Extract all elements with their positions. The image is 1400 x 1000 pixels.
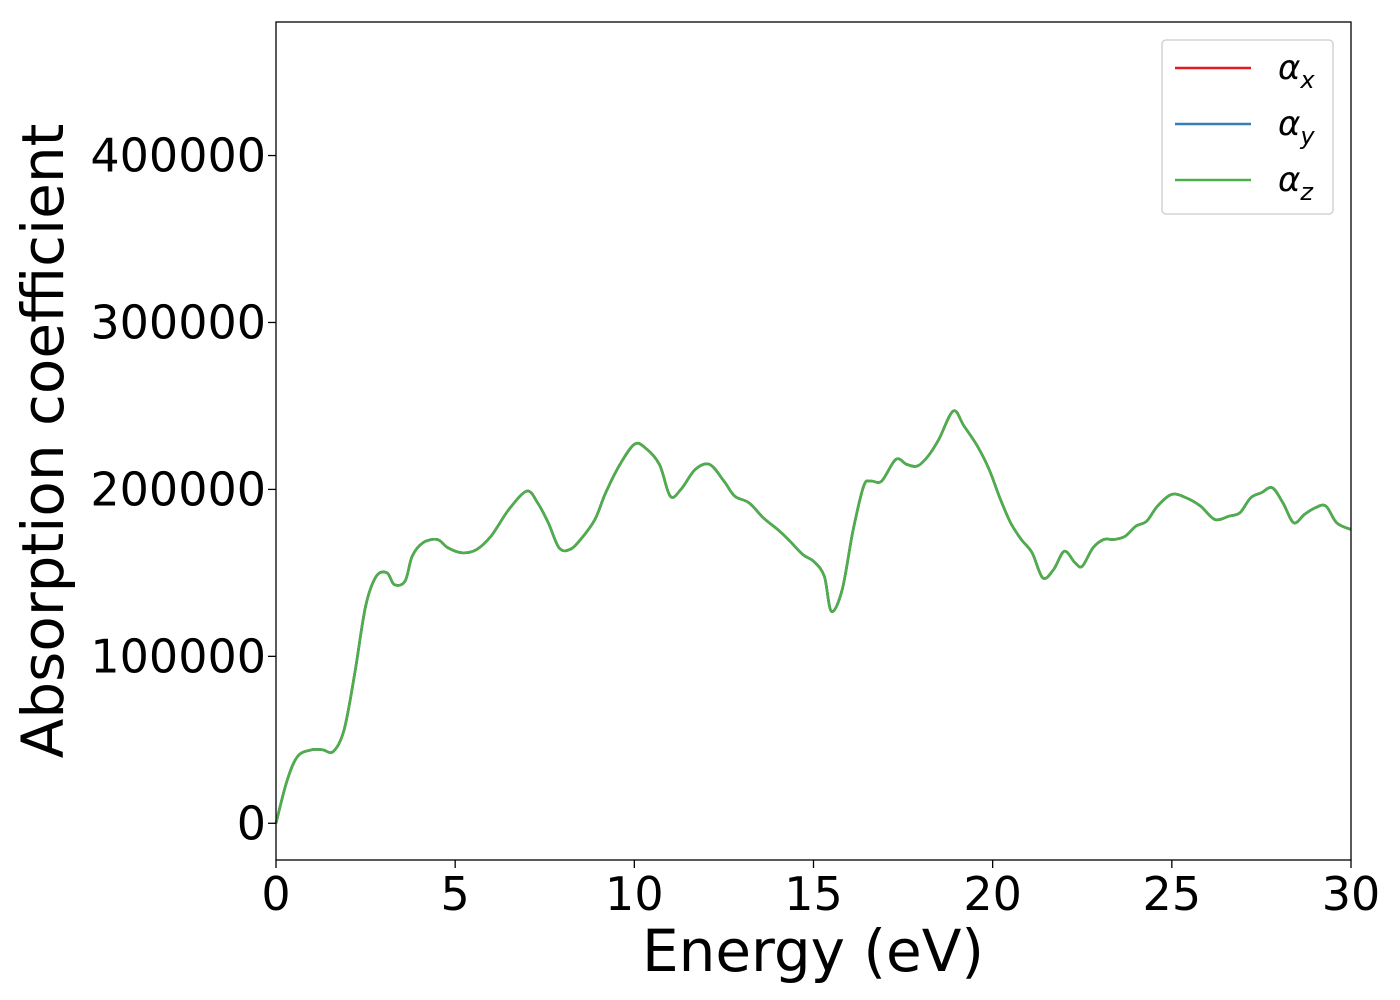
series-layer <box>274 409 1352 824</box>
series-line-z <box>274 409 1352 824</box>
y-tick-label: 100000 <box>90 629 266 683</box>
x-tick-label: 0 <box>261 867 290 921</box>
x-tick-label: 30 <box>1322 867 1381 921</box>
x-tick-label: 10 <box>605 867 664 921</box>
y-tick-label: 400000 <box>90 129 266 183</box>
y-tick-label: 0 <box>237 796 266 850</box>
x-tick-label: 5 <box>441 867 470 921</box>
legend-label-y: αy <box>1278 104 1315 150</box>
x-axis-title: Energy (eV) <box>642 917 984 985</box>
legend-frame <box>1161 39 1334 215</box>
x-tick-label: 15 <box>784 867 843 921</box>
legend-label-x: αx <box>1278 48 1315 94</box>
y-axis-ticks: 0 100000 200000 300000 400000 <box>90 129 276 850</box>
x-axis-ticks: 0 5 10 15 20 25 30 <box>261 860 1380 921</box>
y-axis-title: Absorption coefficient <box>9 124 77 759</box>
x-tick-label: 20 <box>963 867 1022 921</box>
x-tick-label: 25 <box>1143 867 1202 921</box>
y-tick-label: 300000 <box>90 295 266 349</box>
y-tick-label: 200000 <box>90 462 266 516</box>
